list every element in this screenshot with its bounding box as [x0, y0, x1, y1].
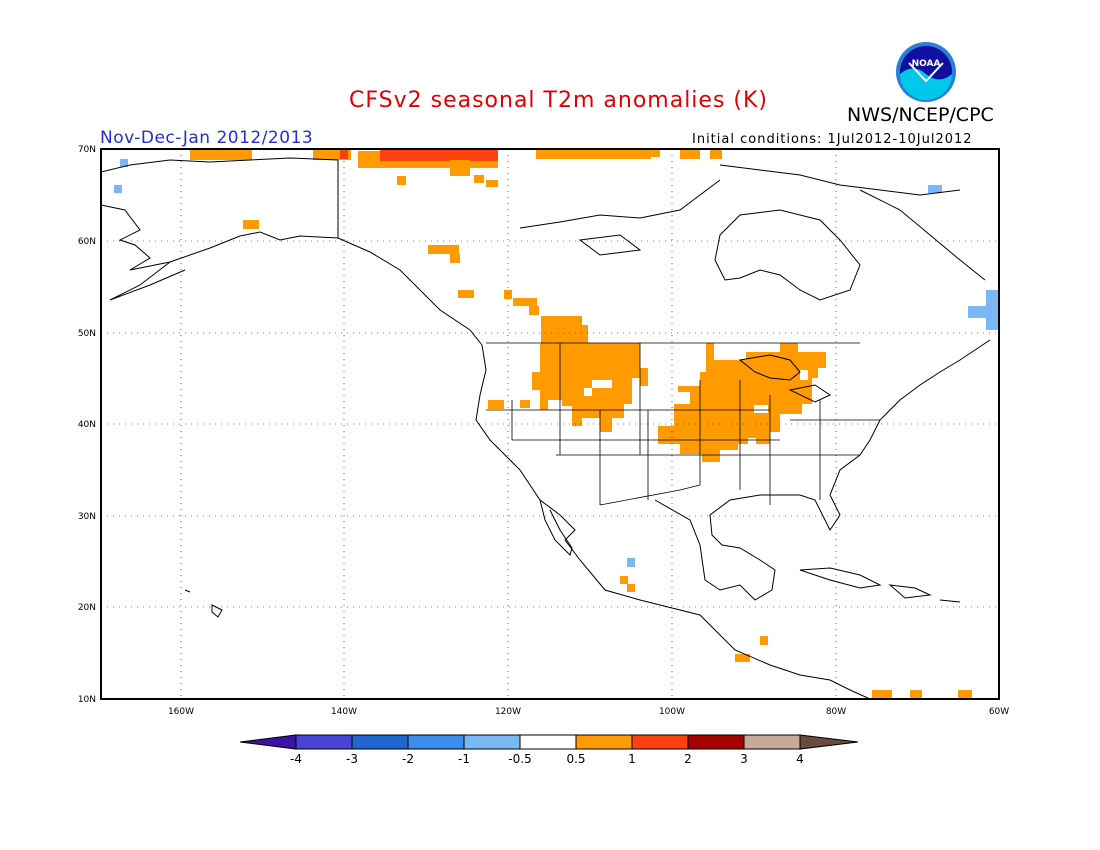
chart-title: CFSv2 seasonal T2m anomalies (K) — [349, 88, 768, 113]
noaa-logo-icon: NOAA — [896, 42, 956, 102]
lat-label: 10N — [78, 695, 96, 705]
anomaly-shading — [114, 149, 999, 699]
colorbar-swatch — [351, 734, 409, 750]
lat-label: 50N — [78, 329, 96, 339]
colorbar-label: -4 — [290, 752, 302, 766]
graticule — [101, 149, 999, 699]
colorbar-label: -0.5 — [508, 752, 532, 766]
colorbar-swatch — [463, 734, 521, 750]
colorbar-label: -3 — [346, 752, 358, 766]
lon-label: 60W — [989, 707, 1009, 717]
colorbar-swatch — [575, 734, 633, 750]
lat-label: 70N — [78, 145, 96, 155]
lat-label: 40N — [78, 420, 96, 430]
colorbar-label: 4 — [796, 752, 804, 766]
map-frame — [100, 148, 1000, 700]
initial-conditions-label: Initial conditions: 1Jul2012-10Jul2012 — [692, 132, 973, 147]
colorbar-swatch — [519, 734, 577, 750]
colorbar-swatch — [743, 734, 801, 750]
colorbar-label: 3 — [740, 752, 748, 766]
colorbar-label: -2 — [402, 752, 414, 766]
colorbar-label: 2 — [684, 752, 692, 766]
colorbar-swatch — [239, 734, 297, 750]
agency-label: NWS/NCEP/CPC — [847, 104, 994, 126]
colorbar-swatch — [687, 734, 745, 750]
lon-label: 160W — [168, 707, 194, 717]
lat-label: 30N — [78, 512, 96, 522]
lat-label: 20N — [78, 603, 96, 613]
lon-label: 100W — [659, 707, 685, 717]
colorbar-swatch — [799, 734, 859, 750]
logo-text: NOAA — [912, 59, 941, 69]
lon-label: 80W — [826, 707, 846, 717]
political-borders — [486, 342, 880, 506]
colorbar-label: 0.5 — [566, 752, 586, 766]
colorbar-label: 1 — [628, 752, 636, 766]
colorbar — [239, 734, 859, 750]
period-label: Nov-Dec-Jan 2012/2013 — [100, 128, 314, 148]
colorbar-label: -1 — [458, 752, 470, 766]
colorbar-swatch — [407, 734, 465, 750]
colorbar-swatch — [631, 734, 689, 750]
colorbar-swatch — [295, 734, 353, 750]
lon-label: 140W — [331, 707, 357, 717]
lat-label: 60N — [78, 237, 96, 247]
lon-label: 120W — [495, 707, 521, 717]
coastlines — [101, 157, 991, 699]
